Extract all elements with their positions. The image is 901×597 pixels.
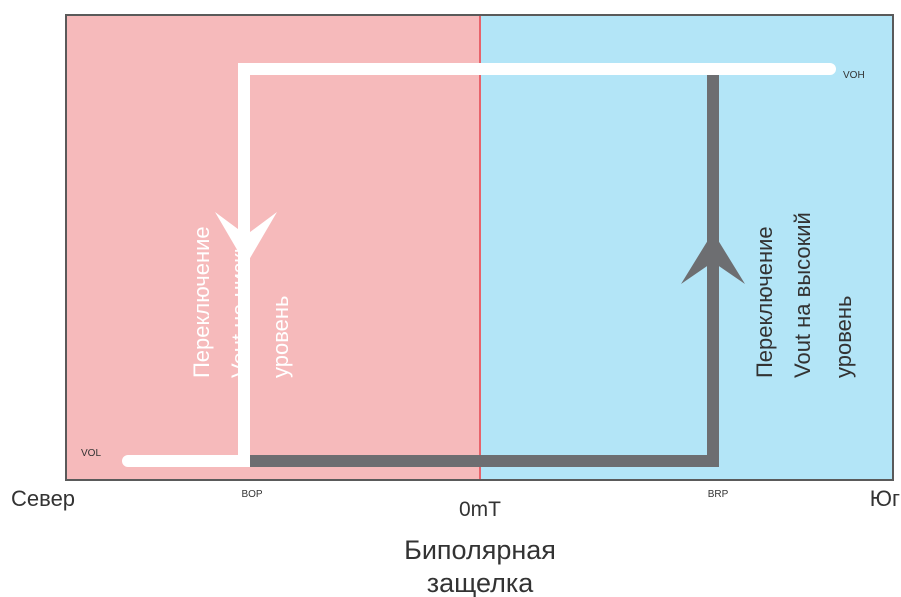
bop-label: BOP <box>241 489 262 500</box>
up-arrow-icon <box>681 232 745 284</box>
plot-frame <box>65 14 894 481</box>
switch-low-line2: Vout на низкий <box>227 229 252 378</box>
caption-line1: Биполярная <box>404 535 556 565</box>
south-label: Юг <box>870 486 900 511</box>
zero-field-label: 0mT <box>459 498 501 521</box>
switch-high-line3: уровень <box>831 295 856 378</box>
vol-label: VOL <box>81 448 101 459</box>
north-label: Север <box>11 486 75 511</box>
switch-high-line2: Vout на высокий <box>790 212 815 378</box>
rising-transition-path <box>244 75 719 467</box>
brp-label: BRP <box>708 489 729 500</box>
switch-low-line1: Переключение <box>189 226 214 378</box>
switch-high-annotation: Переключение Vout на высокий уровень <box>752 212 856 378</box>
falling-transition-path <box>122 63 836 467</box>
switch-high-line1: Переключение <box>752 226 777 378</box>
switch-low-annotation: Переключение Vout на низкий уровень <box>189 226 293 378</box>
south-region <box>480 15 893 480</box>
down-arrow-icon <box>215 212 277 265</box>
north-region <box>66 15 480 480</box>
voh-label: VOH <box>843 70 865 81</box>
caption-line2: защелка <box>427 568 535 597</box>
switch-low-line3: уровень <box>268 295 293 378</box>
